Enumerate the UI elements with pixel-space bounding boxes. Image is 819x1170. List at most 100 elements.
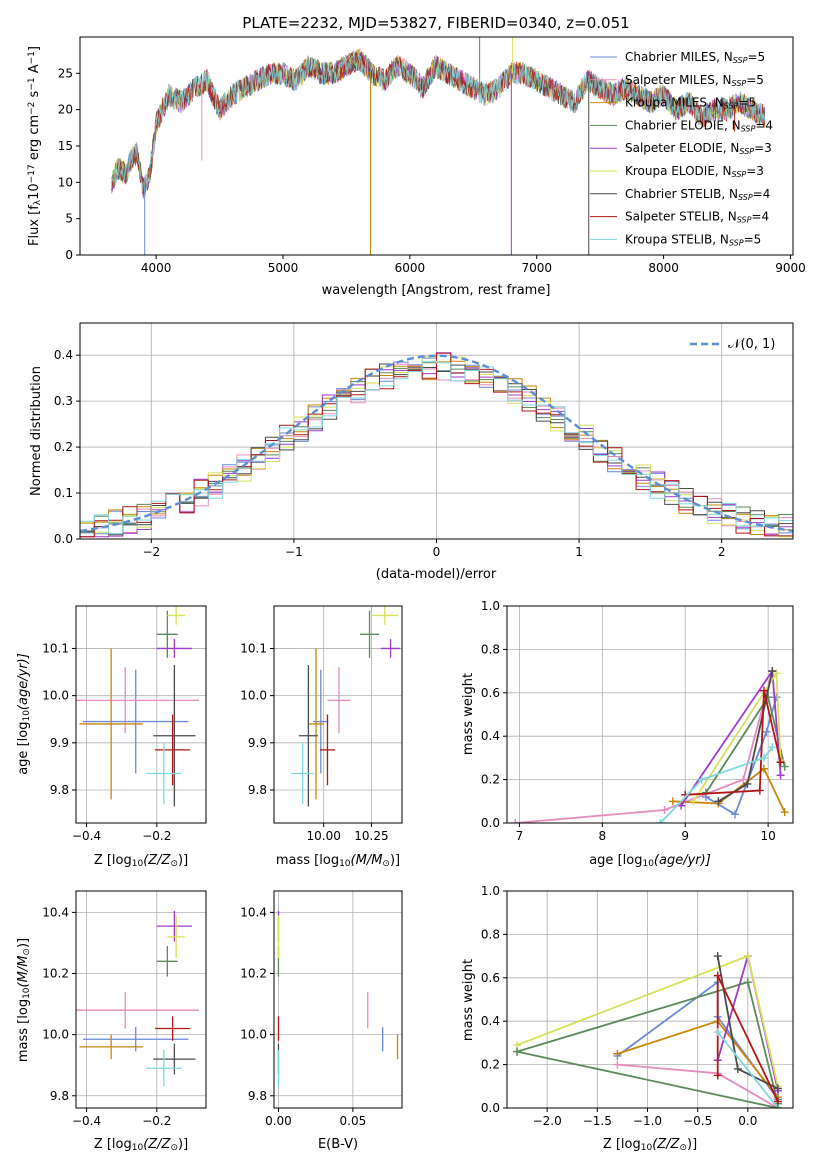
series-marker (743, 952, 752, 961)
x-axis-label-part: Z [log (603, 1137, 641, 1152)
series-marker (780, 762, 789, 771)
legend-n: , N (715, 164, 732, 178)
legend-sub: SSP (741, 124, 756, 133)
y-tick-label: 15 (58, 139, 73, 153)
y-axis-label-part: ⊙ (22, 948, 32, 956)
series-marker (677, 801, 686, 810)
y-tick-label: 10.2 (240, 967, 267, 981)
y-tick-label: 0.2 (481, 773, 500, 787)
x-axis-label: Z [log10(Z/Z⊙)] (94, 853, 188, 869)
y-tick-label: 0.4 (481, 729, 500, 743)
x-tick-label: −1.5 (583, 1114, 612, 1128)
legend-sub: SSP (738, 193, 753, 202)
legend-nssp: 4 (762, 210, 770, 224)
y-axis-label: mass [log10(M/M⊙)] (16, 938, 32, 1062)
legend-name: Kroupa ELODIE (625, 164, 715, 178)
axes-frame (273, 605, 403, 824)
y-tick-label: 0.0 (481, 816, 500, 830)
x-tick-label: 0.00 (265, 1114, 292, 1128)
x-axis-label: Z [log10(Z/Z⊙)] (94, 1137, 188, 1153)
series-marker (697, 775, 706, 784)
series-marker (714, 797, 723, 806)
x-axis-label: wavelength [Angstrom, rest frame] (322, 283, 551, 298)
series-line (672, 767, 786, 813)
axes-frame (75, 605, 207, 824)
plot-area (511, 667, 789, 823)
legend-nssp: 3 (764, 141, 772, 155)
x-tick-label: 0.05 (340, 1114, 367, 1128)
y-axis-label-part: mass [log (16, 999, 31, 1062)
y-axis-label-part: −1 (27, 77, 37, 90)
axes-frame (506, 890, 794, 1109)
x-tick-label: 7 (516, 829, 524, 843)
histogram-step (80, 360, 793, 534)
y-tick-label: 10.0 (42, 1028, 69, 1042)
y-tick-label: 10.4 (42, 905, 69, 919)
legend-entry: Salpeter MILES, NSSP=5 (625, 73, 764, 88)
plot-area (80, 352, 793, 538)
legend-nssp: 5 (758, 50, 766, 64)
legend-eq: = (751, 210, 761, 224)
series-marker (656, 819, 665, 823)
y-axis-label-part: Flux [f (27, 205, 42, 246)
y-tick-label: 0.6 (481, 971, 500, 985)
y-tick-label: 10 (58, 175, 73, 189)
series-marker (730, 810, 739, 819)
y-tick-label: 0.2 (481, 1058, 500, 1072)
legend-eq: = (753, 187, 763, 201)
x-tick-label: 0.0 (738, 1114, 757, 1128)
x-axis-label: Z [log10(Z/Z⊙)] (603, 1137, 697, 1153)
legend-nssp: 5 (756, 73, 764, 87)
y-axis-label-part: −17 (27, 164, 37, 183)
legend-eq: = (746, 73, 756, 87)
series-marker (613, 1049, 622, 1058)
x-tick-label: 10 (760, 829, 775, 843)
x-axis-label-part: Z [log (94, 1137, 132, 1152)
y-tick-label: 9.9 (248, 736, 267, 750)
y-axis-label-part: (age/yr)] (16, 653, 31, 710)
x-axis-label-part: 10 (132, 859, 144, 869)
legend-sub: SSP (724, 102, 739, 111)
y-axis-label-part: A (27, 64, 42, 77)
y-axis-label: mass weight (461, 959, 476, 1041)
x-axis-label-part: ⊙ (170, 859, 178, 869)
legend-entry: Salpeter ELODIE, NSSP=3 (625, 141, 772, 156)
x-axis-label-part: 10 (641, 1143, 653, 1153)
legend-sub: SSP (732, 170, 747, 179)
y-axis-label-part: 10 (22, 987, 32, 999)
legend-entry: Salpeter STELIB, NSSP=4 (625, 210, 769, 225)
x-tick-label: 0 (433, 545, 441, 559)
axes-frame (506, 605, 794, 824)
series-marker (755, 786, 764, 795)
series-marker (768, 667, 777, 676)
x-axis-label-part: )] (178, 853, 188, 868)
x-axis-label-part: Z [log (94, 853, 132, 868)
legend-nssp: 4 (763, 187, 771, 201)
series-marker (743, 978, 752, 987)
x-axis-label-part: (Z/Z (143, 853, 171, 868)
legend-name: Salpeter MILES (625, 73, 715, 87)
y-tick-label: 0.1 (54, 486, 73, 500)
series-marker (759, 686, 768, 695)
x-axis-label-part: ⊙ (679, 1143, 687, 1153)
y-tick-label: 10.1 (240, 641, 267, 655)
y-axis-label-part: λ (33, 199, 43, 205)
y-tick-label: 0.0 (481, 1101, 500, 1115)
x-tick-label: −1 (285, 545, 303, 559)
legend-n: , N (715, 73, 732, 87)
y-tick-label: 0 (65, 248, 73, 262)
x-tick-label: 7000 (521, 261, 552, 275)
chart-residuals: −2 −1 0 1 2 0.0 0.1 0.2 0.3 0.4 (54, 322, 794, 559)
legend-entry: Chabrier MILES, NSSP=5 (625, 50, 765, 65)
plot-area (513, 952, 782, 1108)
y-tick-label: 25 (58, 66, 73, 80)
series-line (659, 746, 774, 823)
legend-entry: Kroupa ELODIE, NSSP=3 (625, 164, 764, 179)
x-axis-label-part: 10 (339, 859, 351, 869)
y-tick-label: 10.0 (240, 689, 267, 703)
y-tick-label: 5 (65, 212, 73, 226)
chart-mass_vs_Z: −0.4 −0.2 9.8 10.0 10.2 10.4 (42, 890, 207, 1128)
y-tick-label: 10.4 (240, 905, 267, 919)
x-tick-label: 9 (681, 829, 689, 843)
legend-name: Kroupa MILES (625, 96, 707, 110)
